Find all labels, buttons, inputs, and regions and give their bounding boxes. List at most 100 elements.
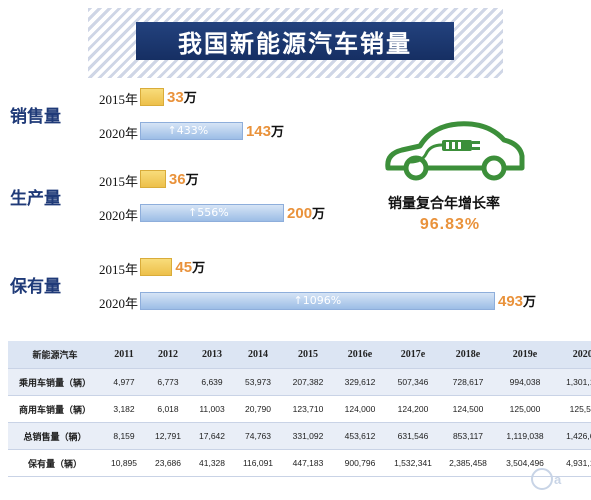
value-number: 200 [287,205,313,222]
table-cell: 6,639 [190,368,234,396]
bar-production-2015 [140,170,166,188]
value-unit: 万 [185,172,199,187]
car-icon [385,121,525,181]
growth-label: ↑556% [188,206,229,219]
value-label: 36万 [169,169,199,188]
bar-sales-2015 [140,88,164,106]
table-cell: 6,018 [146,395,190,423]
page-title: 我国新能源汽车销量 [136,22,454,60]
value-label: 143万 [246,121,284,140]
value-label: 33万 [167,87,197,106]
table-header-row: 新能源汽车 2011 2012 2013 2014 2015 2016e 2017e 2018e… [8,341,591,369]
bar-production-2020 [140,204,285,222]
sales-data-table: 新能源汽车 2011 2012 2013 2014 2015 2016e 2017e 2018e… [8,341,591,477]
table-header-cell: 新能源汽车 [8,341,102,369]
table-row: 保有量（辆） 10,895 23,686 41,328 116,091 447,183 90… [8,449,591,477]
table-cell: 125,000 [496,395,554,423]
table-header-cell: 2011 [102,341,146,369]
year-label: 2020年 [98,296,138,311]
value-unit: 万 [271,124,285,139]
table-cell: 23,686 [146,449,190,477]
table-cell: 1,532,341 [386,449,440,477]
table-cell: 447,183 [282,449,334,477]
table-cell: 994,038 [496,368,554,396]
year-label: 2015年 [98,92,138,107]
value-label: 493万 [498,291,536,310]
value-unit: 万 [183,90,197,105]
table-header-cell: 2012 [146,341,190,369]
bar-stock-2015 [140,258,173,276]
svg-text:a: a [554,472,562,487]
bar-stock-2020 [140,292,495,310]
table-cell: 900,796 [334,449,386,477]
table-cell: 4,931,130 [554,449,591,477]
table-header-cell: 2017e [386,341,440,369]
table-cell: 124,500 [440,395,496,423]
value-unit: 万 [192,260,206,275]
growth-label: ↑433% [167,124,209,137]
table-cell: 124,000 [334,395,386,423]
table-row-label: 总销售量（辆） [8,422,102,450]
table-cell: 53,973 [234,368,282,396]
plug-icon [409,140,480,164]
table-cell: 125,500 [554,395,591,423]
table-cell: 453,612 [334,422,386,450]
table-row-label: 乘用车销量（辆） [8,368,102,396]
table-header-cell: 2020e [554,341,591,369]
growth-label: ↑1096% [293,294,342,307]
value-label: 45万 [175,257,205,276]
table-header-cell: 2016e [334,341,386,369]
table-cell: 1,119,038 [496,422,554,450]
table-cell: 4,977 [102,368,146,396]
year-label: 2015年 [98,174,138,189]
table-cell: 41,328 [190,449,234,477]
table-cell: 20,790 [234,395,282,423]
value-number: 45 [175,259,193,276]
table-header-cell: 2014 [234,341,282,369]
table-header-cell: 2019e [496,341,554,369]
group-label-sales: 销售量 [10,107,61,127]
table-cell: 6,773 [146,368,190,396]
table-cell: 12,791 [146,422,190,450]
table-cell: 123,710 [282,395,334,423]
table-cell: 116,091 [234,449,282,477]
value-label: 200万 [287,203,325,222]
table-row: 商用车销量（辆） 3,182 6,018 11,003 20,790 123,710 124… [8,395,591,423]
table-cell: 3,504,496 [496,449,554,477]
cagr-value: 96.83% [419,216,481,233]
table-cell: 2,385,458 [440,449,496,477]
table-cell: 631,546 [386,422,440,450]
table-header-cell: 2018e [440,341,496,369]
value-unit: 万 [523,294,537,309]
table-row-label: 保有量（辆） [8,449,102,477]
year-label: 2020年 [98,208,138,223]
table-cell: 728,617 [440,368,496,396]
table-cell: 8,159 [102,422,146,450]
table-header-cell: 2013 [190,341,234,369]
table-cell: 3,182 [102,395,146,423]
table-row: 乘用车销量（辆） 4,977 6,773 6,639 53,973 207,382 329,… [8,368,591,396]
table-row: 总销售量（辆） 8,159 12,791 17,642 74,763 331,092 453… [8,422,591,450]
table-cell: 74,763 [234,422,282,450]
table-cell: 1,426,634 [554,422,591,450]
table-cell: 507,346 [386,368,440,396]
table-cell: 10,895 [102,449,146,477]
table-cell: 329,612 [334,368,386,396]
value-number: 143 [245,123,271,140]
value-number: 493 [498,293,524,310]
table-row-label: 商用车销量（辆） [8,395,102,423]
title-banner: 我国新能源汽车销量 [88,8,503,78]
group-label-stock: 保有量 [10,277,61,297]
value-number: 33 [167,89,184,106]
value-unit: 万 [312,206,326,221]
table-cell: 207,382 [282,368,334,396]
group-label-production: 生产量 [10,189,61,209]
table-cell: 853,117 [440,422,496,450]
year-label: 2020年 [98,126,138,141]
year-label: 2015年 [98,262,138,277]
cagr-label: 销量复合年增长率 [388,196,500,212]
table-cell: 124,200 [386,395,440,423]
table-cell: 331,092 [282,422,334,450]
table-header-cell: 2015 [282,341,334,369]
table-cell: 11,003 [190,395,234,423]
